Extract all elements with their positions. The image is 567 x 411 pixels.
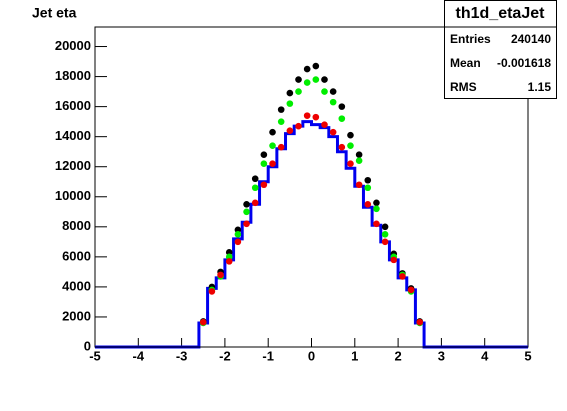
marker xyxy=(286,100,294,107)
marker xyxy=(303,65,311,73)
x-tick-label: 0 xyxy=(308,348,315,363)
x-tick-label: 4 xyxy=(481,348,489,363)
marker xyxy=(373,199,380,207)
stats-value: 240140 xyxy=(511,32,551,46)
marker xyxy=(329,128,337,136)
marker xyxy=(390,256,398,264)
marker xyxy=(355,181,363,189)
y-tick-label: 16000 xyxy=(55,98,91,113)
marker xyxy=(225,258,233,265)
marker xyxy=(277,118,285,125)
stats-title: th1d_etaJet xyxy=(456,5,546,22)
y-tick-label: 12000 xyxy=(55,158,91,173)
y-tick-label: 20000 xyxy=(55,38,91,53)
marker xyxy=(243,208,250,216)
stats-frame xyxy=(444,0,557,99)
marker xyxy=(303,79,311,86)
x-tick-label: -1 xyxy=(262,348,274,363)
marker xyxy=(329,98,337,106)
y-tick-label: 6000 xyxy=(62,248,91,263)
marker xyxy=(329,88,337,95)
marker xyxy=(321,121,328,128)
marker xyxy=(312,62,320,70)
marker xyxy=(295,122,302,130)
marker xyxy=(269,142,276,149)
marker xyxy=(234,238,242,246)
marker xyxy=(381,231,389,238)
marker xyxy=(347,142,354,149)
marker xyxy=(199,318,207,326)
marker xyxy=(312,76,320,83)
marker xyxy=(355,151,363,158)
marker xyxy=(269,128,276,136)
marker xyxy=(407,286,415,294)
marker xyxy=(347,131,354,139)
x-tick-label: -4 xyxy=(133,348,145,363)
x-tick-label: -3 xyxy=(176,348,188,363)
marker xyxy=(217,271,224,279)
marker xyxy=(208,288,216,295)
marker xyxy=(269,160,276,168)
marker xyxy=(373,205,380,213)
x-tick-label: 2 xyxy=(394,348,401,363)
marker xyxy=(381,238,389,246)
marker xyxy=(338,103,346,110)
marker xyxy=(338,115,346,122)
marker xyxy=(312,113,320,121)
marker xyxy=(286,127,294,134)
marker xyxy=(277,106,285,113)
marker xyxy=(251,199,259,207)
stats-label: Entries xyxy=(450,32,491,46)
marker xyxy=(251,184,259,192)
marker xyxy=(243,220,250,228)
marker xyxy=(286,89,294,97)
marker xyxy=(295,76,302,83)
x-tick-label: 1 xyxy=(351,348,358,363)
marker xyxy=(260,151,268,158)
y-tick-label: 4000 xyxy=(62,278,91,293)
y-tick-label: 14000 xyxy=(55,128,91,143)
histogram-outline xyxy=(95,120,528,349)
x-tick-label: 3 xyxy=(438,348,445,363)
marker xyxy=(243,200,250,208)
marker xyxy=(399,273,406,280)
y-tick-label: 18000 xyxy=(55,68,91,83)
marker xyxy=(381,223,389,231)
y-tick-label: 0 xyxy=(84,338,91,353)
x-tick-label: -2 xyxy=(219,348,231,363)
stats-value: 1.15 xyxy=(528,80,552,94)
stats-label: RMS xyxy=(450,80,477,94)
marker xyxy=(277,143,285,151)
chart-title: Jet eta xyxy=(32,5,77,21)
marker xyxy=(234,231,242,238)
stats-box: th1d_etaJet xyxy=(444,0,557,99)
marker xyxy=(321,88,328,95)
marker xyxy=(338,143,346,151)
stats-value: -0.001618 xyxy=(497,56,551,70)
x-tick-label: -5 xyxy=(89,348,101,363)
stats-label: Mean xyxy=(450,56,481,70)
y-tick-label: 2000 xyxy=(62,308,91,323)
marker xyxy=(364,200,372,208)
x-tick-label: 5 xyxy=(524,348,531,363)
marker xyxy=(373,220,380,228)
marker xyxy=(355,157,363,165)
marker xyxy=(321,76,328,83)
y-tick-label: 8000 xyxy=(62,218,91,233)
marker xyxy=(347,160,354,168)
marker xyxy=(364,184,372,192)
marker xyxy=(416,318,424,326)
marker xyxy=(364,176,372,184)
marker xyxy=(260,181,268,189)
y-tick-label: 10000 xyxy=(55,188,91,203)
marker xyxy=(260,160,268,168)
marker xyxy=(295,88,302,95)
marker xyxy=(251,175,259,183)
marker xyxy=(303,112,311,119)
